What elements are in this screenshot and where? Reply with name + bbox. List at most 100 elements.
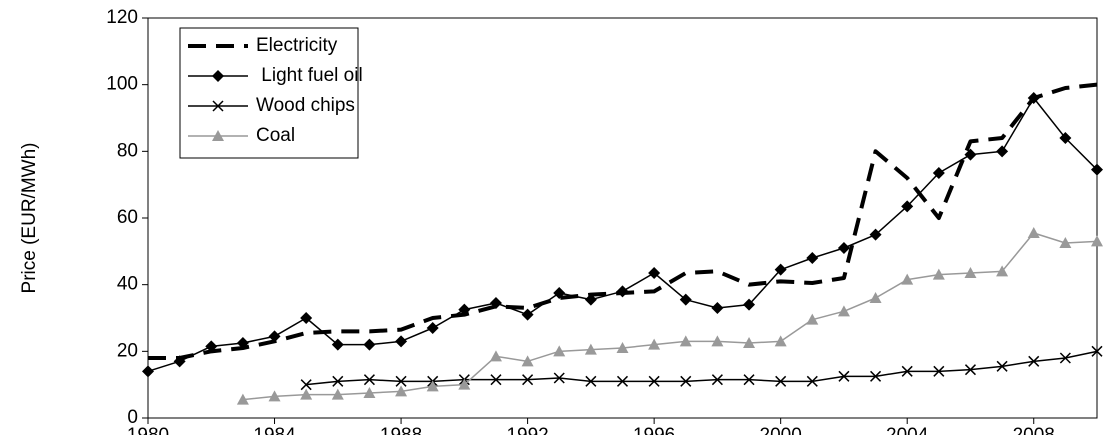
marker: [585, 375, 597, 387]
marker: [837, 242, 850, 254]
x-tick-label: 2000: [760, 425, 802, 435]
marker: [964, 267, 977, 278]
x-tick-label: 1996: [633, 425, 675, 435]
marker: [775, 375, 787, 387]
y-axis-label: Price (EUR/MWh): [19, 143, 40, 294]
marker: [870, 370, 882, 382]
marker: [838, 370, 850, 382]
marker: [205, 340, 218, 353]
marker: [522, 374, 534, 386]
marker: [212, 130, 224, 141]
marker: [300, 379, 312, 391]
marker: [964, 364, 976, 376]
legend-label: Electricity: [256, 35, 338, 56]
marker: [521, 308, 534, 321]
x-tick-label: 1980: [127, 425, 169, 435]
marker: [711, 335, 724, 347]
marker: [774, 263, 787, 276]
marker: [584, 293, 597, 306]
marker: [806, 313, 819, 325]
marker: [236, 393, 249, 405]
marker: [268, 330, 281, 343]
marker: [212, 70, 224, 82]
x-tick-label: 1988: [380, 425, 422, 435]
marker: [268, 390, 281, 402]
marker: [331, 338, 344, 351]
marker: [932, 268, 945, 280]
marker: [1091, 345, 1103, 357]
legend-label: Coal: [256, 125, 295, 146]
marker: [1091, 235, 1103, 247]
marker: [616, 285, 629, 298]
marker: [212, 100, 224, 112]
marker: [1028, 355, 1040, 367]
marker: [426, 322, 439, 334]
marker: [363, 374, 375, 386]
marker: [1091, 163, 1103, 176]
marker: [901, 365, 913, 377]
marker: [680, 375, 692, 387]
x-tick-label: 1984: [253, 425, 296, 435]
y-tick-label: 100: [106, 74, 138, 95]
marker: [806, 252, 819, 264]
marker: [300, 312, 313, 324]
marker: [1059, 237, 1072, 248]
y-tick-label: 80: [117, 140, 138, 161]
marker: [806, 375, 818, 387]
marker: [331, 388, 344, 400]
marker: [300, 388, 313, 400]
legend-label: Wood chips: [256, 95, 355, 116]
marker: [996, 360, 1008, 372]
marker: [395, 335, 408, 348]
marker: [489, 297, 502, 309]
legend-label: Light fuel oil: [256, 65, 363, 86]
marker: [553, 287, 566, 299]
series-line: [306, 350, 1098, 386]
series-line: [242, 232, 1098, 401]
marker: [236, 337, 249, 349]
marker: [648, 267, 661, 279]
marker: [869, 228, 882, 241]
marker: [363, 338, 376, 351]
marker: [679, 335, 692, 347]
marker: [711, 302, 724, 314]
marker: [553, 372, 565, 384]
marker: [932, 167, 945, 179]
marker: [458, 378, 471, 390]
marker: [901, 273, 914, 285]
marker: [490, 374, 502, 386]
marker: [964, 148, 977, 161]
y-tick-label: 20: [117, 340, 138, 361]
marker: [363, 387, 376, 398]
marker: [584, 343, 597, 355]
x-tick-label: 2004: [886, 425, 929, 435]
x-tick-label: 1992: [506, 425, 548, 435]
marker: [553, 345, 566, 357]
marker: [395, 385, 408, 397]
marker: [426, 380, 439, 392]
marker: [774, 335, 787, 347]
marker: [521, 355, 534, 367]
marker: [869, 292, 882, 303]
x-tick-label: 2008: [1013, 425, 1055, 435]
marker: [1059, 352, 1071, 364]
y-tick-label: 40: [117, 274, 138, 295]
marker: [173, 355, 186, 368]
marker: [332, 375, 344, 387]
marker: [901, 200, 914, 213]
y-tick-label: 60: [117, 207, 138, 228]
marker: [489, 350, 502, 362]
marker: [711, 374, 723, 386]
marker: [743, 298, 756, 311]
marker: [1027, 227, 1040, 238]
marker: [1027, 92, 1040, 104]
marker: [743, 337, 756, 348]
marker: [395, 375, 407, 387]
marker: [996, 145, 1009, 158]
marker: [743, 374, 755, 386]
y-tick-label: 0: [127, 407, 138, 428]
marker: [679, 293, 692, 306]
marker: [648, 375, 660, 387]
marker: [1059, 132, 1072, 144]
